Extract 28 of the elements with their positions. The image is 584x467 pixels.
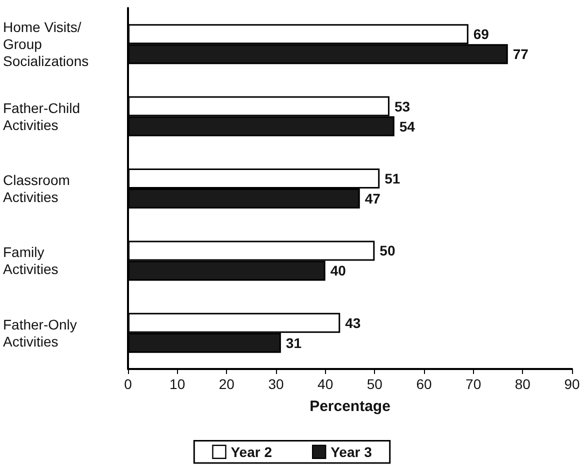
data-label: 43 [345, 314, 361, 331]
x-tick-label: 50 [366, 376, 383, 392]
y-tick-label: Father-Child Activities [3, 100, 80, 133]
x-tick-label: 90 [564, 376, 580, 392]
x-axis-title: Percentage [310, 398, 390, 415]
x-tick-label: 20 [218, 376, 235, 392]
x-tick-label: 60 [416, 376, 432, 392]
legend-label: Year 2 [230, 444, 272, 460]
y-tick-label: Classroom Activities [3, 172, 70, 205]
data-label: 69 [473, 26, 490, 42]
y-tick-label: Father-Only Activities [3, 316, 77, 350]
x-tick-label: 70 [466, 376, 482, 392]
legend-label: Year 3 [330, 444, 372, 460]
x-tick-label: 30 [268, 376, 284, 392]
data-label: 54 [399, 118, 416, 134]
data-label: 53 [394, 98, 410, 114]
data-label: 50 [380, 242, 396, 259]
y-tick-label: Family Activities [3, 244, 58, 278]
x-tick-label: 40 [318, 376, 334, 392]
data-label: 47 [364, 190, 381, 206]
x-tick-label: 80 [514, 376, 531, 392]
x-tick-label: 10 [170, 376, 186, 392]
data-label: 77 [512, 46, 529, 62]
data-label: 51 [384, 170, 400, 186]
x-tick-label: 0 [124, 376, 132, 392]
data-label: 40 [330, 262, 346, 279]
y-tick-label: Home Visits/ Group Socializations [3, 19, 89, 70]
data-label: 31 [286, 334, 302, 351]
